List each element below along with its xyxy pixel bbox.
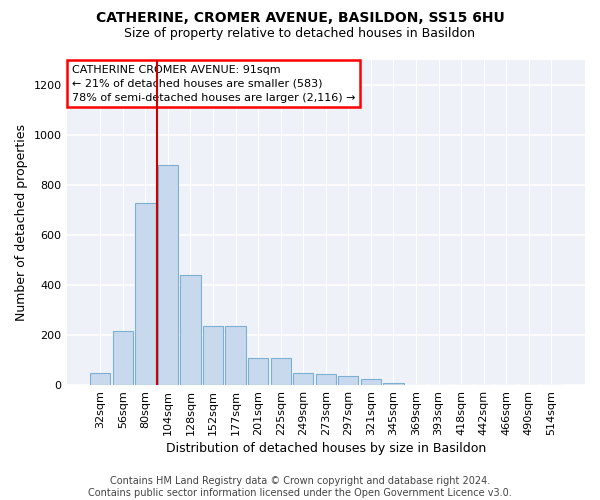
Bar: [113, 332, 133, 385]
Bar: [181, 275, 200, 385]
Y-axis label: Number of detached properties: Number of detached properties: [15, 124, 28, 321]
Bar: [293, 373, 313, 385]
Bar: [158, 165, 178, 385]
X-axis label: Distribution of detached houses by size in Basildon: Distribution of detached houses by size …: [166, 442, 486, 455]
Text: CATHERINE, CROMER AVENUE, BASILDON, SS15 6HU: CATHERINE, CROMER AVENUE, BASILDON, SS15…: [95, 11, 505, 25]
Text: Size of property relative to detached houses in Basildon: Size of property relative to detached ho…: [125, 28, 476, 40]
Bar: [90, 372, 110, 385]
Bar: [383, 383, 404, 385]
Bar: [226, 326, 246, 385]
Text: CATHERINE CROMER AVENUE: 91sqm
← 21% of detached houses are smaller (583)
78% of: CATHERINE CROMER AVENUE: 91sqm ← 21% of …: [72, 65, 355, 103]
Bar: [316, 374, 336, 385]
Bar: [248, 358, 268, 385]
Bar: [203, 326, 223, 385]
Text: Contains HM Land Registry data © Crown copyright and database right 2024.
Contai: Contains HM Land Registry data © Crown c…: [88, 476, 512, 498]
Bar: [271, 358, 291, 385]
Bar: [361, 379, 381, 385]
Bar: [135, 202, 155, 385]
Bar: [338, 376, 358, 385]
